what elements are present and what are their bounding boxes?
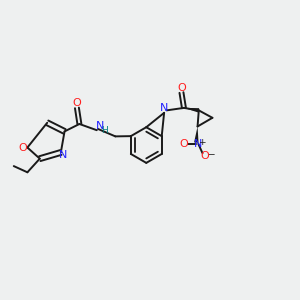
Polygon shape <box>184 108 199 112</box>
Text: O: O <box>201 151 209 161</box>
Text: O: O <box>177 83 186 93</box>
Polygon shape <box>194 127 199 143</box>
Text: N: N <box>194 139 202 149</box>
Text: O: O <box>19 142 27 152</box>
Text: +: + <box>198 138 206 147</box>
Text: N: N <box>95 121 104 131</box>
Text: H: H <box>101 126 108 135</box>
Text: O: O <box>73 98 81 108</box>
Text: O: O <box>179 139 188 149</box>
Text: N: N <box>160 103 168 113</box>
Text: N: N <box>59 150 68 161</box>
Text: −: − <box>207 150 214 159</box>
